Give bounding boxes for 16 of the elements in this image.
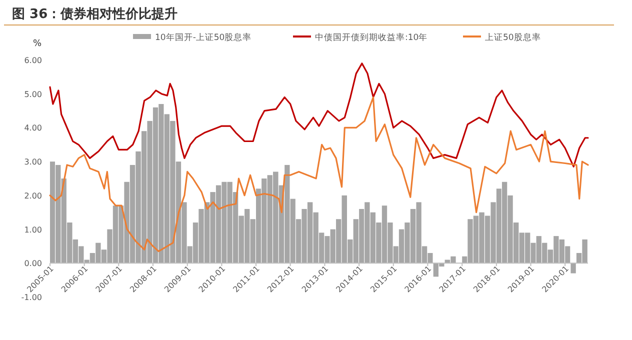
y-axis-title: % [33, 39, 42, 49]
y-tick-label: 4.00 [24, 124, 42, 133]
chart-title: 图 36：债券相对性价比提升 [12, 6, 178, 22]
y-tick-label: 6.00 [24, 56, 42, 65]
legend-label: 上证50股息率 [485, 32, 541, 43]
y-tick-label: 3.00 [24, 158, 42, 167]
line-series [49, 96, 589, 252]
y-tick-label: -1.00 [21, 293, 42, 302]
legend-label: 中债国开债到期收益率:10年 [315, 32, 428, 43]
legend-label: 10年国开-上证50股息率 [155, 32, 252, 43]
line-series [49, 62, 589, 168]
y-tick-label: 1.00 [24, 225, 42, 234]
y-tick-label: 0.00 [24, 259, 42, 268]
y-tick-label: 5.00 [24, 90, 42, 99]
y-tick-label: 2.00 [24, 191, 42, 200]
bar [570, 263, 576, 274]
